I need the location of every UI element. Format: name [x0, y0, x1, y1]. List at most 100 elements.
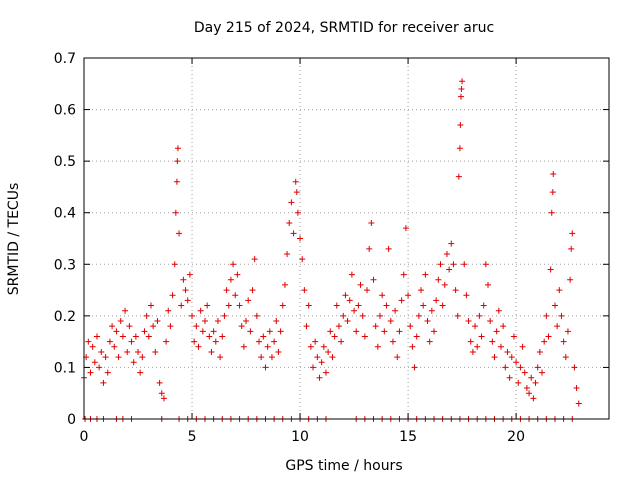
axis-ticks: 0 5 10 15 20 0 0.1 0.2 0.3 0.4 0.5 0.6 0.7: [54, 51, 609, 445]
data-point: [543, 312, 550, 319]
x-tick-label: 0: [80, 429, 89, 445]
data-point: [178, 302, 185, 309]
data-point: [333, 302, 340, 309]
data-point: [219, 333, 226, 340]
data-point: [431, 328, 437, 335]
data-point: [355, 302, 362, 309]
data-point: [556, 287, 563, 294]
data-point: [521, 369, 528, 376]
data-point: [160, 395, 167, 402]
data-point: [236, 302, 243, 309]
data-point: [286, 220, 293, 227]
plot-frame: [83, 57, 610, 420]
data-point: [96, 364, 103, 371]
data-point: [199, 328, 206, 335]
data-point: [247, 328, 254, 335]
data-point: [376, 312, 383, 319]
data-point: [459, 78, 466, 85]
data-point: [93, 333, 100, 340]
data-point: [156, 379, 163, 386]
data-point: [530, 395, 537, 402]
data-point: [303, 323, 310, 330]
data-point: [437, 261, 444, 268]
data-point: [331, 333, 338, 340]
data-point: [256, 338, 262, 345]
data-point: [214, 318, 221, 325]
data-point: [128, 338, 135, 345]
data-point: [318, 359, 325, 366]
data-point: [197, 307, 204, 314]
data-point: [115, 354, 122, 361]
data-point: [292, 178, 299, 185]
data-point: [357, 281, 364, 288]
grid-lines: [84, 58, 609, 419]
data-point: [346, 297, 353, 304]
data-point: [548, 209, 555, 216]
y-tick-label: 0.7: [54, 51, 76, 67]
data-point: [290, 230, 297, 237]
data-point: [385, 245, 392, 252]
data-point: [225, 302, 232, 309]
data-point: [400, 271, 407, 278]
data-point: [454, 312, 461, 319]
data-point: [396, 328, 403, 335]
data-point: [145, 333, 152, 340]
data-point: [119, 333, 126, 340]
data-point: [366, 245, 373, 252]
data-point: [420, 302, 427, 309]
y-tick-label: 0.3: [54, 257, 76, 273]
data-point: [472, 323, 479, 330]
data-point: [180, 276, 187, 283]
data-point: [370, 276, 377, 283]
data-point: [327, 328, 334, 335]
data-point: [359, 312, 366, 319]
data-point: [117, 318, 124, 325]
data-point: [407, 323, 414, 330]
data-point: [189, 312, 196, 319]
data-point: [439, 302, 446, 309]
data-point: [413, 333, 420, 340]
data-point: [271, 338, 278, 345]
data-point: [467, 338, 474, 345]
data-point: [91, 359, 98, 366]
x-axis-label: GPS time / hours: [285, 458, 402, 474]
data-point: [320, 343, 327, 350]
data-point: [217, 354, 224, 361]
data-point: [569, 230, 576, 237]
data-point: [469, 348, 476, 355]
data-point: [307, 343, 314, 350]
data-point: [455, 173, 462, 180]
data-point: [212, 338, 219, 345]
data-point: [422, 271, 429, 278]
data-point: [381, 328, 388, 335]
data-point: [513, 359, 520, 366]
y-tick-label: 0.6: [54, 103, 76, 119]
data-point: [342, 292, 349, 299]
data-point: [510, 333, 517, 340]
data-point: [249, 287, 256, 294]
data-point: [463, 292, 470, 299]
data-point: [147, 302, 154, 309]
data-point: [201, 318, 208, 325]
data-point: [457, 122, 464, 129]
data-point: [191, 338, 198, 345]
data-point: [465, 318, 472, 325]
data-point: [240, 343, 247, 350]
data-point: [534, 364, 541, 371]
data-point: [519, 343, 526, 350]
data-point: [176, 230, 183, 237]
y-tick-label: 0: [67, 412, 76, 428]
data-point: [238, 323, 245, 330]
data-point: [277, 328, 284, 335]
data-point: [502, 364, 509, 371]
data-point: [493, 328, 500, 335]
chart-title: Day 215 of 2024, SRMTID for receiver aru…: [194, 20, 494, 36]
data-points: [81, 78, 582, 422]
data-point: [184, 297, 191, 304]
data-point: [281, 281, 288, 288]
data-point: [474, 343, 481, 350]
data-point: [506, 374, 513, 381]
data-point: [545, 333, 552, 340]
data-point: [130, 359, 137, 366]
